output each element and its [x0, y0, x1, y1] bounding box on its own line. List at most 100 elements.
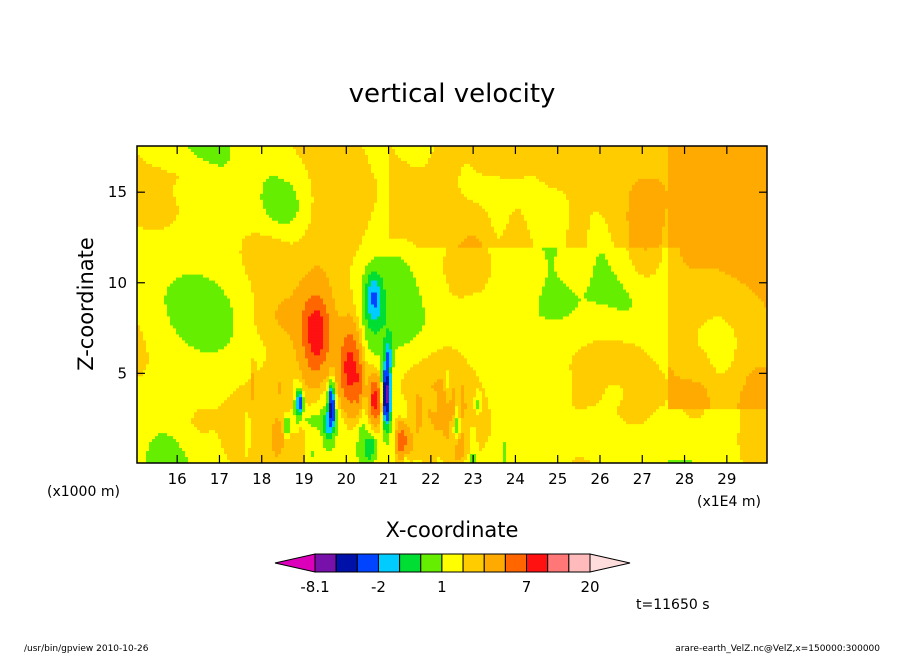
field-cell	[461, 403, 468, 407]
field-cell	[392, 421, 396, 425]
field-cell	[326, 433, 333, 437]
field-cell	[302, 400, 306, 404]
field-cell	[389, 187, 462, 192]
field-cell	[605, 253, 630, 258]
field-cell	[434, 148, 669, 153]
field-cell	[362, 304, 366, 309]
field-cell	[548, 184, 633, 189]
footer-right: arare-earth_VelZ.nc@VelZ,x=150000:300000	[675, 644, 880, 654]
field-cell	[176, 199, 264, 204]
field-cell	[416, 397, 423, 401]
field-cell	[629, 232, 663, 237]
field-cell	[632, 304, 669, 309]
field-cell	[464, 460, 471, 463]
field-cell	[641, 346, 669, 350]
field-cell	[425, 307, 540, 312]
field-cell	[710, 400, 741, 404]
field-cell	[383, 427, 390, 431]
field-cell	[278, 220, 291, 225]
field-cell	[266, 355, 297, 359]
field-cell	[335, 442, 357, 446]
field-cell	[395, 430, 402, 434]
field-cell	[596, 256, 606, 261]
field-cell	[572, 394, 603, 398]
field-cell	[374, 445, 378, 449]
field-cell	[425, 319, 669, 324]
field-cell	[668, 238, 767, 243]
field-cell	[392, 394, 405, 398]
field-cell	[506, 442, 738, 446]
field-cell	[617, 412, 654, 416]
field-cell	[245, 436, 252, 440]
field-cell	[353, 289, 363, 294]
field-cell	[389, 373, 393, 377]
field-cell	[296, 418, 303, 422]
field-cell	[569, 205, 630, 210]
field-cell	[692, 379, 747, 383]
field-cell	[485, 394, 573, 398]
field-cell	[140, 325, 174, 330]
field-cell	[302, 373, 330, 377]
field-cell	[377, 298, 381, 303]
field-cell	[311, 454, 315, 458]
field-cell	[311, 193, 378, 198]
field-cell	[461, 412, 465, 416]
field-cell	[329, 328, 357, 333]
field-cell	[251, 418, 276, 422]
field-cell	[371, 280, 378, 285]
field-cell	[392, 346, 399, 350]
field-cell	[329, 277, 351, 282]
field-cell	[632, 298, 669, 303]
field-cell	[332, 448, 357, 452]
field-cell	[431, 421, 450, 425]
field-cell	[515, 208, 522, 213]
field-cell	[386, 430, 390, 434]
field-cell	[572, 397, 603, 401]
field-cell	[332, 388, 336, 392]
field-cell	[344, 364, 357, 368]
field-cell	[230, 157, 303, 162]
field-cell	[704, 409, 741, 413]
field-cell	[137, 196, 177, 201]
x-tick-label: 17	[210, 470, 229, 488]
field-cell	[365, 313, 372, 318]
field-cell	[539, 295, 579, 300]
field-cell	[491, 223, 507, 228]
field-cell	[464, 391, 477, 395]
field-cell	[383, 436, 390, 440]
field-cell	[374, 256, 402, 261]
field-cell	[524, 175, 537, 180]
field-cell	[476, 394, 483, 398]
field-cell	[329, 280, 351, 285]
field-cell	[137, 157, 144, 162]
field-cell	[431, 154, 669, 159]
field-cell	[326, 406, 330, 410]
field-cell	[665, 403, 669, 407]
field-cell	[341, 397, 348, 401]
field-cell	[137, 403, 222, 407]
field-cell	[668, 364, 714, 368]
field-cell	[305, 397, 321, 401]
field-cell	[425, 322, 669, 327]
field-cell	[359, 457, 369, 461]
field-cell	[584, 292, 630, 297]
field-cell	[383, 433, 390, 437]
field-cell	[431, 418, 453, 422]
field-cell	[629, 229, 663, 234]
field-cell	[218, 406, 294, 410]
field-cell	[623, 340, 669, 344]
field-cell	[242, 256, 354, 261]
field-cell	[629, 250, 663, 255]
field-cell	[245, 424, 252, 428]
field-cell	[422, 412, 429, 416]
field-cell	[452, 418, 456, 422]
field-cell	[137, 397, 228, 401]
field-cell	[491, 265, 549, 270]
field-cell	[437, 460, 444, 463]
field-cell	[668, 400, 711, 404]
field-cell	[302, 397, 306, 401]
field-cell	[389, 220, 492, 225]
field-cell	[419, 289, 450, 294]
field-cell	[389, 370, 393, 374]
field-cell	[326, 400, 330, 404]
